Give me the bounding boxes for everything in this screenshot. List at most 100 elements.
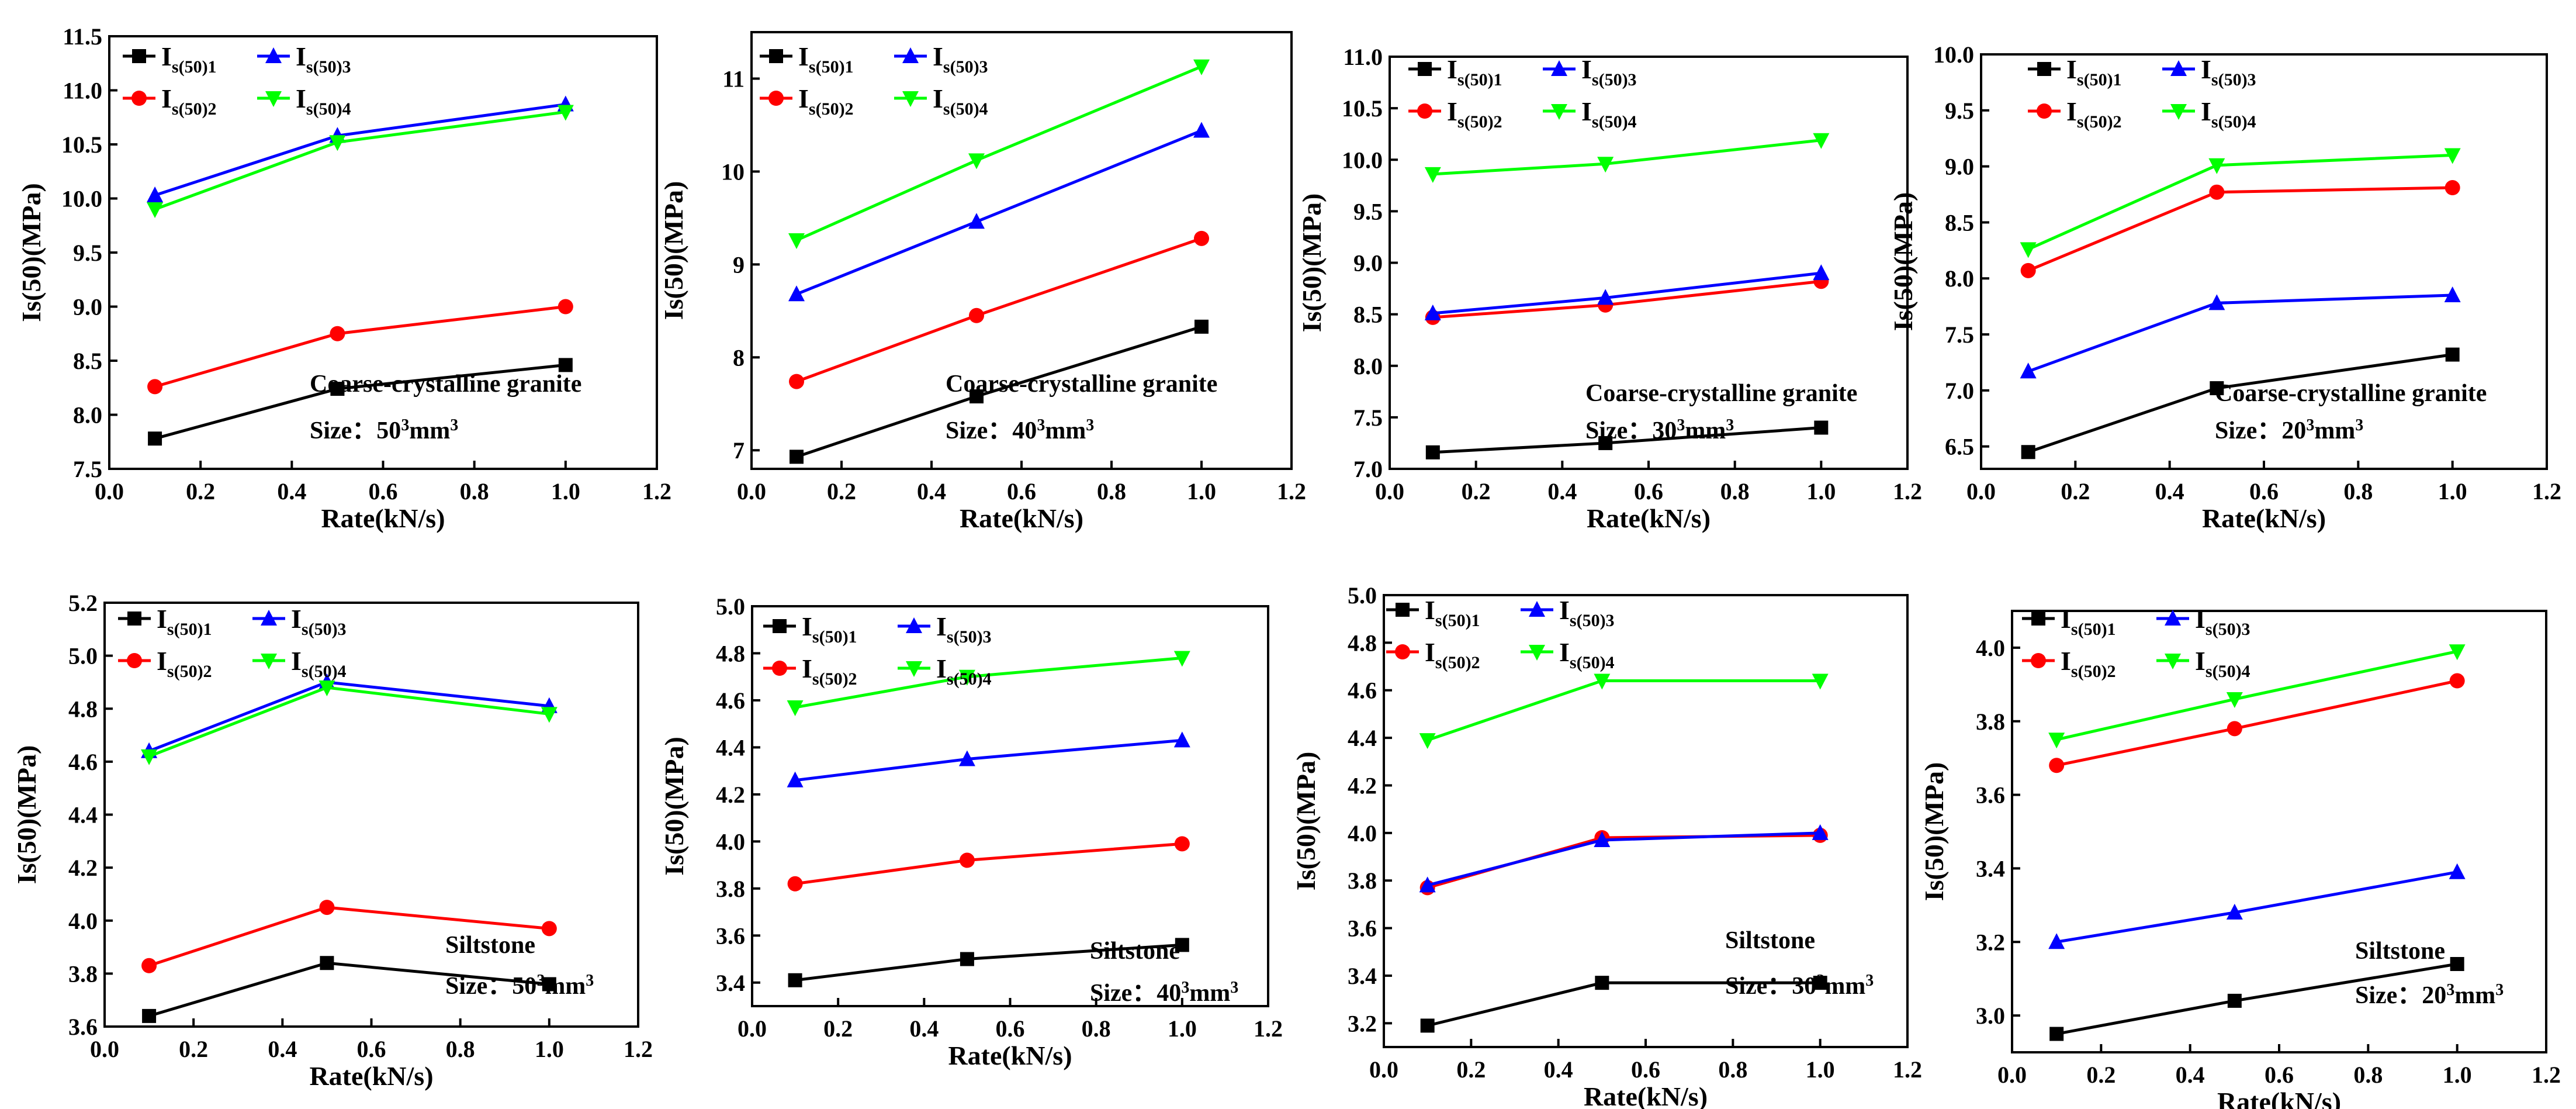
data-point — [558, 358, 573, 372]
y-tick-label: 10 — [721, 158, 745, 185]
y-tick-label: 11 — [722, 65, 745, 92]
data-point — [1595, 976, 1609, 990]
x-tick-label: 0.6 — [2265, 1062, 2294, 1088]
data-point — [1813, 976, 1827, 990]
data-point — [2020, 242, 2037, 258]
series-line-4 — [795, 65, 1202, 242]
x-tick-label: 0.8 — [1720, 478, 1750, 505]
material-label: Coarse-crystalline granite — [2215, 380, 2487, 407]
legend-label: Is(50)3 — [296, 42, 351, 77]
y-tick-label: 5.0 — [716, 593, 745, 620]
y-tick-label: 7.0 — [1353, 456, 1383, 482]
size-label: Size：303mm3 — [1725, 972, 1874, 1000]
legend-marker — [261, 610, 277, 626]
legend-marker — [906, 661, 922, 677]
x-tick-label: 0.2 — [827, 478, 856, 505]
x-axis-label: Rate(kN/s) — [960, 503, 1083, 533]
data-point — [148, 431, 162, 446]
data-point — [2449, 644, 2466, 661]
legend-marker — [2037, 103, 2052, 119]
legend-label: Is(50)1 — [802, 611, 857, 647]
data-point — [1598, 436, 1613, 450]
series-line-3 — [2056, 870, 2458, 944]
x-tick-label: 1.0 — [1187, 478, 1216, 505]
x-tick-label: 1.0 — [1806, 1056, 1835, 1083]
y-axis-label: Is(50)(MPa) — [12, 745, 41, 885]
data-point — [147, 379, 163, 395]
chart-panel-2: 0.0 0.2 0.4 0.6 0.8 1.0 1.2 7 8 9 10 11 Rate(kN/s) Is… — [659, 31, 1306, 533]
data-point — [787, 876, 803, 892]
data-point — [558, 299, 573, 315]
data-point — [1194, 319, 1209, 334]
y-tick-label: 3.8 — [1976, 709, 2005, 735]
material-label: Coarse-crystalline granite — [946, 371, 1217, 398]
legend-label: Is(50)2 — [2061, 646, 2116, 681]
data-point — [2444, 148, 2461, 164]
x-tick-label: 0.4 — [268, 1036, 297, 1062]
x-tick-label: 0.0 — [1997, 1062, 2027, 1088]
y-tick-label: 11.0 — [1343, 44, 1383, 70]
legend-marker — [2165, 610, 2181, 626]
chart-panel-8: 0.0 0.2 0.4 0.6 0.8 1.0 1.2 3.0 3.2 3.4 3.6 3.8 4.0 R… — [1919, 604, 2561, 1109]
y-tick-label: 3.4 — [1348, 963, 1377, 989]
y-tick-label: 6.5 — [1945, 434, 1974, 460]
x-tick-label: 1.2 — [642, 478, 671, 505]
y-axis-label: Is(50)(MPa) — [1888, 192, 1918, 331]
x-tick-label: 0.8 — [1082, 1015, 1111, 1042]
x-tick-label: 0.0 — [1369, 1056, 1398, 1083]
legend-label: Is(50)2 — [1425, 637, 1480, 672]
series-line-3 — [1432, 271, 1822, 315]
y-tick-label: 10.0 — [1933, 42, 1974, 68]
y-tick-label: 8.0 — [1945, 265, 1974, 292]
data-point — [1193, 59, 1210, 75]
series-line-3 — [795, 738, 1183, 782]
legend-marker — [2031, 653, 2046, 668]
data-point — [2020, 262, 2036, 278]
data-point — [1175, 938, 1189, 952]
material-label: Siltstone — [445, 932, 535, 959]
data-point — [1812, 673, 1829, 690]
y-tick-label: 8.0 — [1353, 353, 1383, 379]
data-point — [2449, 863, 2466, 879]
x-axis-label: Rate(kN/s) — [1584, 1082, 1708, 1109]
legend-marker — [1551, 60, 1567, 76]
material-label: Coarse-crystalline granite — [310, 371, 581, 398]
y-tick-label: 3.2 — [1976, 929, 2005, 955]
chart-panel-4: 0.0 0.2 0.4 0.6 0.8 1.0 1.2 6.5 7.0 7.5 8.0 8.5 9.0 9… — [1888, 42, 2561, 533]
legend-label: Is(50)4 — [936, 654, 992, 689]
x-tick-label: 1.2 — [2532, 1062, 2561, 1088]
x-tick-label: 1.2 — [624, 1036, 653, 1062]
data-point — [557, 105, 574, 121]
y-tick-label: 3.4 — [716, 970, 745, 996]
data-point — [1813, 133, 1830, 149]
legend-label: Is(50)4 — [933, 84, 988, 119]
x-tick-label: 1.2 — [1893, 478, 1922, 505]
data-point — [787, 771, 804, 787]
data-point — [1424, 167, 1441, 183]
legend-marker — [1396, 603, 1410, 617]
x-tick-label: 1.0 — [535, 1036, 564, 1062]
legend-marker — [1529, 601, 1545, 617]
legend-label: Is(50)3 — [2201, 54, 2256, 89]
data-point — [1419, 876, 1436, 893]
y-tick-label: 11.0 — [63, 78, 102, 104]
legend-label: Is(50)2 — [2066, 96, 2122, 132]
data-point — [788, 233, 805, 250]
data-point — [2444, 286, 2461, 302]
legend-marker — [131, 91, 147, 106]
y-tick-label: 3.0 — [1976, 1003, 2005, 1029]
x-tick-label: 1.2 — [1893, 1056, 1922, 1083]
legend-label: Is(50)4 — [2201, 96, 2256, 132]
data-point — [787, 700, 804, 717]
y-tick-label: 4.8 — [716, 640, 745, 666]
x-tick-label: 0.0 — [738, 1015, 767, 1042]
data-point — [788, 973, 802, 987]
x-tick-label: 0.8 — [1718, 1056, 1747, 1083]
legend-marker — [1395, 644, 1410, 659]
y-tick-label: 4.2 — [716, 782, 745, 808]
data-point — [968, 213, 985, 229]
legend-label: Is(50)4 — [1559, 637, 1615, 672]
y-tick-label: 4.8 — [1348, 630, 1377, 656]
data-point — [542, 977, 556, 991]
x-tick-label: 0.2 — [2061, 478, 2090, 505]
